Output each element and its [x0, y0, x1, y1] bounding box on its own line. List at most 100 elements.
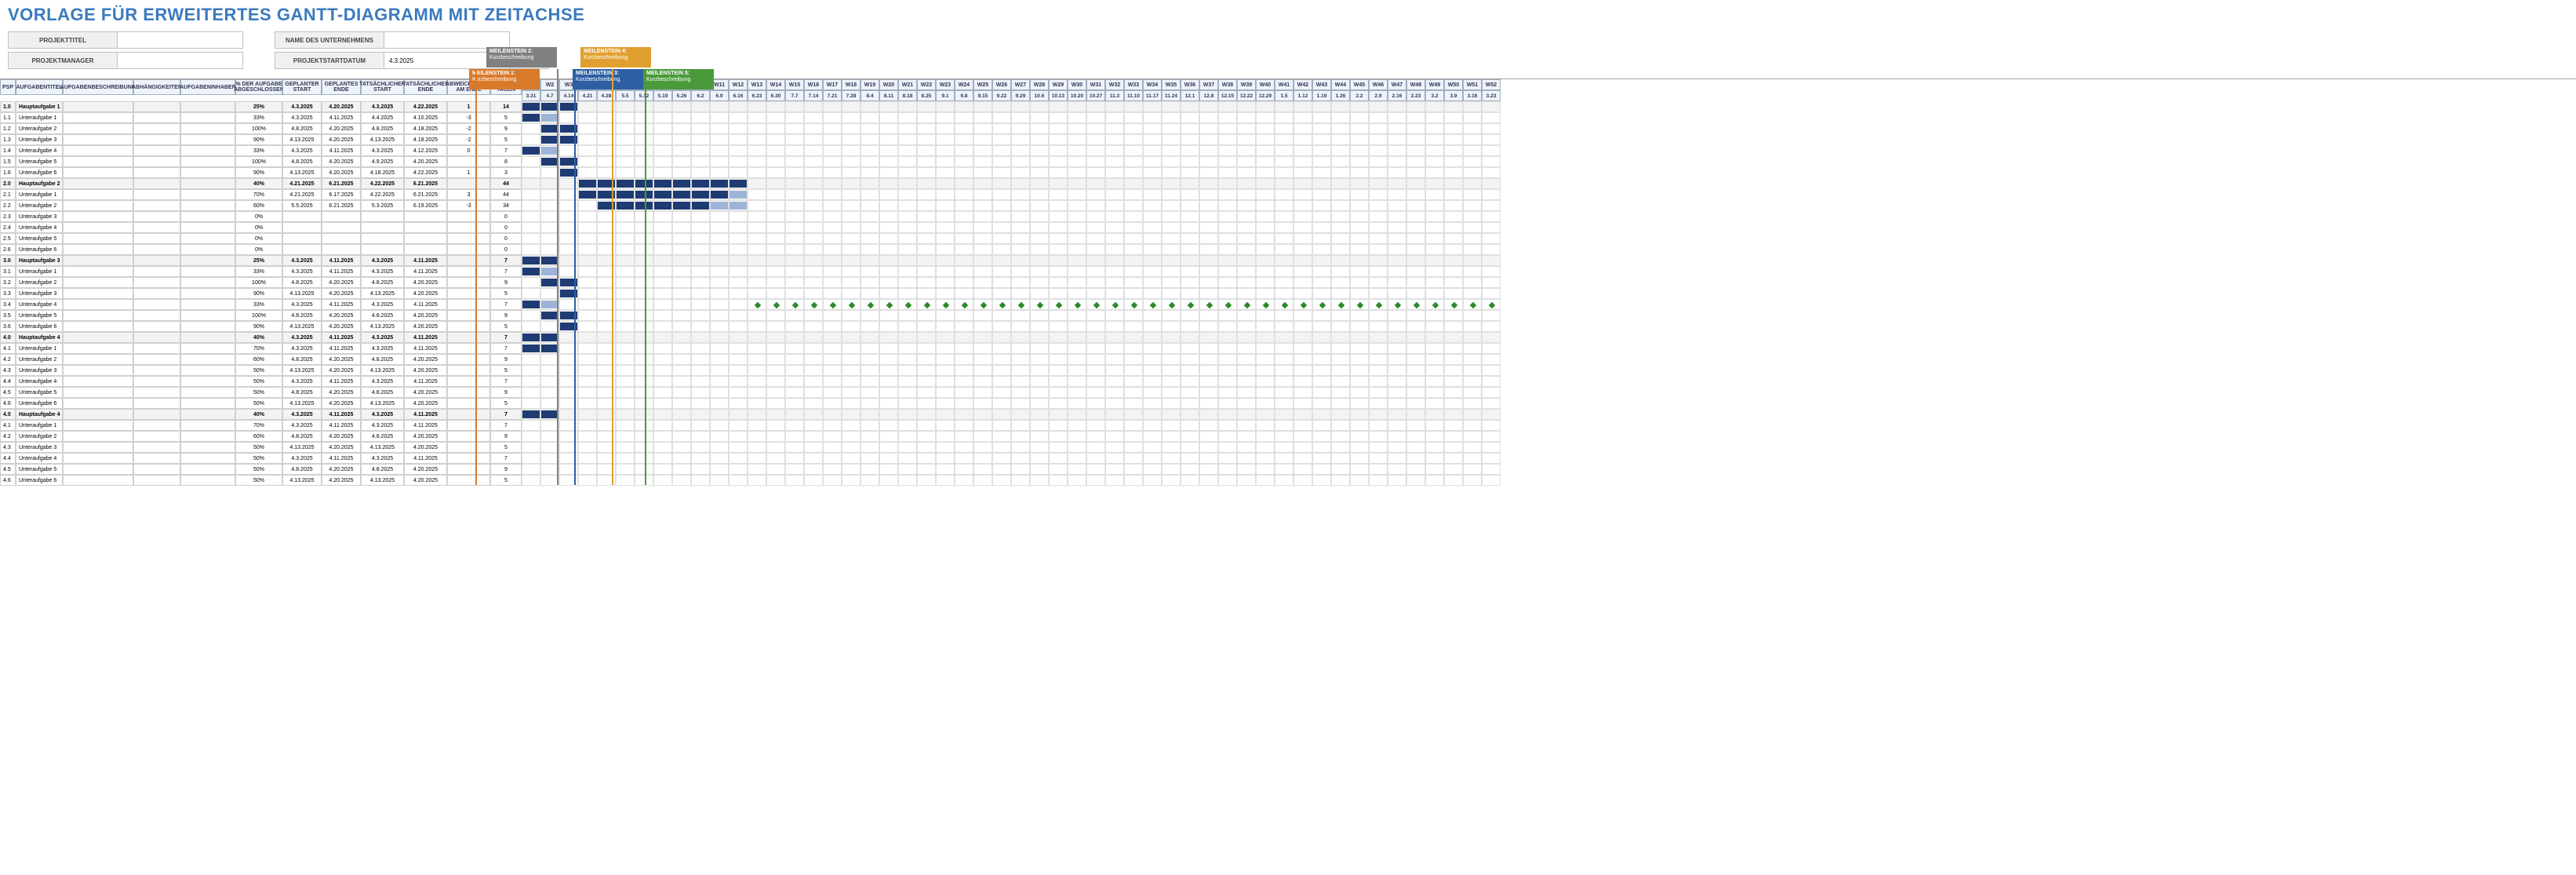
- cell-desc[interactable]: [63, 475, 133, 486]
- cell-aend[interactable]: 4.11.2025: [404, 420, 447, 431]
- cell-aend[interactable]: 4.18.2025: [404, 134, 447, 145]
- cell-dur[interactable]: 5: [490, 442, 522, 453]
- cell-psp[interactable]: 4.3: [0, 442, 16, 453]
- cell-dur[interactable]: 9: [490, 464, 522, 475]
- cell-psp[interactable]: 1.5: [0, 156, 16, 167]
- cell-psp[interactable]: 4.5: [0, 387, 16, 398]
- cell-aend[interactable]: [404, 222, 447, 233]
- cell-pct[interactable]: 33%: [235, 112, 282, 123]
- cell-desc[interactable]: [63, 299, 133, 310]
- cell-pend[interactable]: 4.20.2025: [322, 431, 361, 442]
- cell-pstart[interactable]: 4.8.2025: [282, 431, 322, 442]
- cell-pend[interactable]: [322, 244, 361, 255]
- cell-aend[interactable]: 4.20.2025: [404, 354, 447, 365]
- cell-title[interactable]: Unteraufgabe 3: [16, 365, 63, 376]
- cell-var[interactable]: [447, 255, 490, 266]
- cell-desc[interactable]: [63, 464, 133, 475]
- cell-owner[interactable]: [180, 354, 235, 365]
- cell-pct[interactable]: 50%: [235, 442, 282, 453]
- cell-psp[interactable]: 4.1: [0, 343, 16, 354]
- cell-title[interactable]: Unteraufgabe 1: [16, 112, 63, 123]
- cell-desc[interactable]: [63, 266, 133, 277]
- cell-dep[interactable]: [133, 244, 180, 255]
- cell-psp[interactable]: 3.3: [0, 288, 16, 299]
- cell-pstart[interactable]: 4.3.2025: [282, 299, 322, 310]
- cell-title[interactable]: Hauptaufgabe 2: [16, 178, 63, 189]
- cell-pend[interactable]: 4.20.2025: [322, 365, 361, 376]
- cell-psp[interactable]: 1.2: [0, 123, 16, 134]
- cell-pend[interactable]: 4.11.2025: [322, 299, 361, 310]
- cell-dur[interactable]: 0: [490, 211, 522, 222]
- cell-pstart[interactable]: 4.3.2025: [282, 266, 322, 277]
- cell-psp[interactable]: 3.0: [0, 255, 16, 266]
- cell-psp[interactable]: 3.1: [0, 266, 16, 277]
- cell-aend[interactable]: [404, 244, 447, 255]
- cell-var[interactable]: [447, 420, 490, 431]
- cell-dep[interactable]: [133, 233, 180, 244]
- cell-desc[interactable]: [63, 332, 133, 343]
- cell-dep[interactable]: [133, 123, 180, 134]
- cell-astart[interactable]: 4.3.2025: [361, 332, 404, 343]
- cell-pend[interactable]: 4.20.2025: [322, 123, 361, 134]
- cell-astart[interactable]: 4.3.2025: [361, 409, 404, 420]
- cell-aend[interactable]: 4.11.2025: [404, 453, 447, 464]
- cell-aend[interactable]: 4.20.2025: [404, 387, 447, 398]
- cell-astart[interactable]: 4.22.2025: [361, 178, 404, 189]
- cell-pct[interactable]: 0%: [235, 222, 282, 233]
- cell-dep[interactable]: [133, 189, 180, 200]
- cell-pct[interactable]: 100%: [235, 156, 282, 167]
- cell-dep[interactable]: [133, 365, 180, 376]
- cell-dep[interactable]: [133, 442, 180, 453]
- cell-pct[interactable]: 60%: [235, 354, 282, 365]
- cell-var[interactable]: [447, 299, 490, 310]
- cell-astart[interactable]: 5.3.2025: [361, 200, 404, 211]
- cell-pct[interactable]: 90%: [235, 134, 282, 145]
- cell-owner[interactable]: [180, 112, 235, 123]
- cell-owner[interactable]: [180, 398, 235, 409]
- cell-aend[interactable]: 4.20.2025: [404, 321, 447, 332]
- cell-psp[interactable]: 4.2: [0, 431, 16, 442]
- cell-psp[interactable]: 1.0: [0, 101, 16, 112]
- cell-desc[interactable]: [63, 233, 133, 244]
- cell-dep[interactable]: [133, 321, 180, 332]
- cell-psp[interactable]: 3.2: [0, 277, 16, 288]
- cell-dur[interactable]: 5: [490, 475, 522, 486]
- cell-astart[interactable]: 4.13.2025: [361, 288, 404, 299]
- cell-owner[interactable]: [180, 343, 235, 354]
- cell-dur[interactable]: 5: [490, 321, 522, 332]
- cell-pct[interactable]: 90%: [235, 167, 282, 178]
- cell-pend[interactable]: 4.20.2025: [322, 475, 361, 486]
- cell-desc[interactable]: [63, 420, 133, 431]
- cell-title[interactable]: Unteraufgabe 4: [16, 453, 63, 464]
- cell-aend[interactable]: 6.19.2025: [404, 200, 447, 211]
- cell-psp[interactable]: 3.6: [0, 321, 16, 332]
- cell-pct[interactable]: 50%: [235, 376, 282, 387]
- cell-psp[interactable]: 4.0: [0, 332, 16, 343]
- cell-title[interactable]: Unteraufgabe 1: [16, 266, 63, 277]
- cell-dep[interactable]: [133, 453, 180, 464]
- cell-var[interactable]: 1: [447, 101, 490, 112]
- cell-desc[interactable]: [63, 442, 133, 453]
- cell-title[interactable]: Hauptaufgabe 3: [16, 255, 63, 266]
- cell-title[interactable]: Hauptaufgabe 4: [16, 409, 63, 420]
- cell-psp[interactable]: 3.5: [0, 310, 16, 321]
- cell-title[interactable]: Unteraufgabe 4: [16, 222, 63, 233]
- cell-pstart[interactable]: [282, 222, 322, 233]
- cell-desc[interactable]: [63, 189, 133, 200]
- cell-title[interactable]: Unteraufgabe 1: [16, 189, 63, 200]
- cell-pct[interactable]: 50%: [235, 475, 282, 486]
- cell-aend[interactable]: 4.20.2025: [404, 464, 447, 475]
- cell-aend[interactable]: 4.12.2025: [404, 145, 447, 156]
- cell-dep[interactable]: [133, 211, 180, 222]
- cell-desc[interactable]: [63, 288, 133, 299]
- cell-pend[interactable]: 4.11.2025: [322, 112, 361, 123]
- cell-var[interactable]: 1: [447, 167, 490, 178]
- cell-dur[interactable]: 9: [490, 277, 522, 288]
- cell-owner[interactable]: [180, 167, 235, 178]
- cell-pstart[interactable]: 4.8.2025: [282, 123, 322, 134]
- cell-astart[interactable]: 4.8.2025: [361, 277, 404, 288]
- cell-owner[interactable]: [180, 101, 235, 112]
- cell-desc[interactable]: [63, 398, 133, 409]
- cell-pend[interactable]: 4.20.2025: [322, 398, 361, 409]
- cell-var[interactable]: -2: [447, 123, 490, 134]
